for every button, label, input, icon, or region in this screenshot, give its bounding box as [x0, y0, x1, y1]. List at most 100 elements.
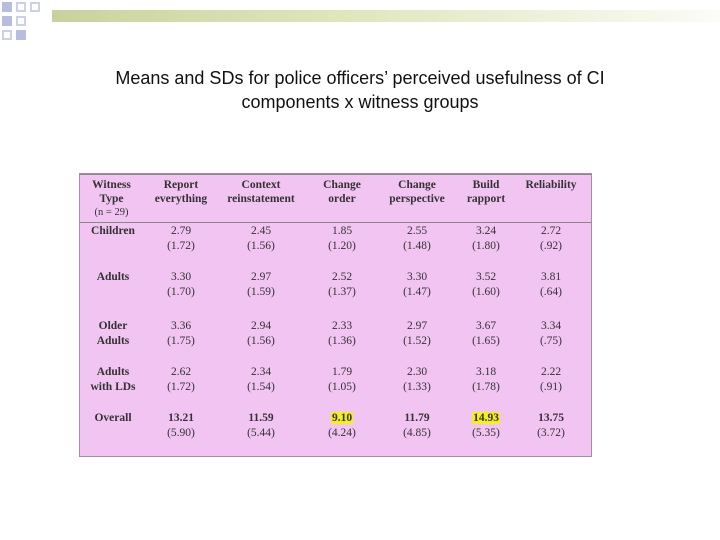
- header-text: order: [328, 193, 356, 205]
- header-witness-type: Witness Type (n = 29): [84, 178, 139, 220]
- cell-sd: (1.36): [328, 335, 356, 347]
- table-cell: 3.18 (1.78): [458, 365, 514, 395]
- decorative-square: [2, 30, 12, 40]
- cell-mean-highlighted: 14.93: [472, 412, 500, 424]
- header-sample-size: (n = 29): [94, 207, 129, 218]
- header-text: everything: [154, 193, 208, 205]
- table-cell: 2.97 (1.52): [380, 319, 454, 349]
- decorative-square: [16, 16, 26, 26]
- cell-mean: 11.79: [404, 412, 430, 424]
- cell-sd: (5.35): [472, 427, 500, 439]
- cell-sd: (5.44): [247, 427, 275, 439]
- header-reliability: Reliability: [520, 178, 582, 192]
- cell-sd: (1.72): [167, 381, 195, 393]
- cell-sd: (1.48): [403, 240, 431, 252]
- cell-sd: (.92): [539, 240, 563, 252]
- cell-sd: (1.56): [247, 240, 275, 252]
- cell-mean: 3.30: [406, 271, 428, 283]
- table-cell: 2.34 (1.54): [221, 365, 301, 395]
- cell-sd: (.64): [539, 286, 563, 298]
- header-context-reinstatement: Context reinstatement: [221, 178, 301, 206]
- cell-sd: (1.56): [247, 335, 275, 347]
- table-cell: 1.79 (1.05): [308, 365, 376, 395]
- cell-mean: 3.34: [540, 320, 562, 332]
- cell-sd: (1.20): [328, 240, 356, 252]
- cell-mean: 2.45: [250, 225, 272, 237]
- cell-mean: 2.97: [250, 271, 272, 283]
- cell-sd: (3.72): [537, 427, 565, 439]
- table-cell: 3.34 (.75): [520, 319, 582, 349]
- row-label-adults-with-lds: Adults with LDs: [84, 365, 142, 395]
- row-label-text: Adults: [96, 366, 130, 378]
- header-change-order: Change order: [308, 178, 376, 206]
- cell-mean: 2.62: [170, 366, 192, 378]
- table-cell: 3.81 (.64): [520, 270, 582, 300]
- table-cell: 11.79 (4.85): [380, 411, 454, 441]
- table-cell: 3.24 (1.80): [458, 224, 514, 254]
- cell-sd: (4.24): [328, 427, 356, 439]
- cell-mean: 3.36: [170, 320, 192, 332]
- decorative-square: [16, 2, 26, 12]
- table-rule-header: [80, 222, 591, 223]
- header-text: Witness: [92, 179, 131, 191]
- header-text: perspective: [389, 193, 445, 205]
- decorative-square: [2, 16, 12, 26]
- table-cell: 3.30 (1.47): [380, 270, 454, 300]
- cell-sd: (1.78): [472, 381, 500, 393]
- cell-mean: 3.30: [170, 271, 192, 283]
- cell-mean: 2.79: [170, 225, 192, 237]
- decorative-header: [0, 0, 720, 48]
- cell-mean: 3.52: [475, 271, 497, 283]
- decorative-square: [30, 2, 40, 12]
- cell-mean: 2.33: [331, 320, 353, 332]
- row-label-text: with LDs: [90, 381, 136, 393]
- cell-mean: 3.67: [475, 320, 497, 332]
- decorative-square: [2, 2, 12, 12]
- table-cell: 2.72 (.92): [520, 224, 582, 254]
- results-table: Witness Type (n = 29) Report everything …: [79, 173, 592, 457]
- table-cell: 2.79 (1.72): [142, 224, 220, 254]
- table-cell: 13.21 (5.90): [142, 411, 220, 441]
- cell-mean: 1.79: [331, 366, 353, 378]
- header-text: rapport: [466, 193, 506, 205]
- table-cell: 2.97 (1.59): [221, 270, 301, 300]
- cell-mean: 3.18: [475, 366, 497, 378]
- cell-mean: 2.30: [406, 366, 428, 378]
- cell-sd: (4.85): [403, 427, 431, 439]
- decorative-square: [16, 30, 26, 40]
- cell-mean: 1.85: [331, 225, 353, 237]
- table-cell: 2.94 (1.56): [221, 319, 301, 349]
- cell-sd: (1.60): [472, 286, 500, 298]
- table-cell: 3.67 (1.65): [458, 319, 514, 349]
- header-text: Context: [241, 179, 281, 191]
- table-cell: 2.52 (1.37): [308, 270, 376, 300]
- slide-title-line2: components x witness groups: [241, 92, 479, 112]
- header-report-everything: Report everything: [142, 178, 220, 206]
- table-cell: 2.55 (1.48): [380, 224, 454, 254]
- table-cell: 3.30 (1.70): [142, 270, 220, 300]
- cell-sd: (1.72): [167, 240, 195, 252]
- table-cell: 9.10 (4.24): [308, 411, 376, 441]
- decorative-gradient-bar: [52, 10, 720, 22]
- table-cell: 2.45 (1.56): [221, 224, 301, 254]
- table-cell: 2.22 (.91): [520, 365, 582, 395]
- header-build-rapport: Build rapport: [458, 178, 514, 206]
- row-label-children: Children: [84, 224, 142, 239]
- cell-sd: (.91): [539, 381, 563, 393]
- cell-mean: 13.75: [538, 412, 564, 424]
- row-label-text: Children: [91, 225, 135, 237]
- table-rule-top: [80, 174, 591, 175]
- header-text: Report: [163, 179, 199, 191]
- cell-sd: (1.75): [167, 335, 195, 347]
- table-cell: 2.30 (1.33): [380, 365, 454, 395]
- row-label-older-adults: Older Adults: [84, 319, 142, 349]
- table-cell: 13.75 (3.72): [520, 411, 582, 441]
- cell-sd: (1.59): [247, 286, 275, 298]
- header-text: Type: [99, 193, 124, 205]
- cell-sd: (1.52): [403, 335, 431, 347]
- table-cell: 2.62 (1.72): [142, 365, 220, 395]
- row-label-text: Older: [98, 320, 128, 332]
- cell-sd: (1.33): [403, 381, 431, 393]
- cell-mean: 2.94: [250, 320, 272, 332]
- row-label-adults: Adults: [84, 270, 142, 285]
